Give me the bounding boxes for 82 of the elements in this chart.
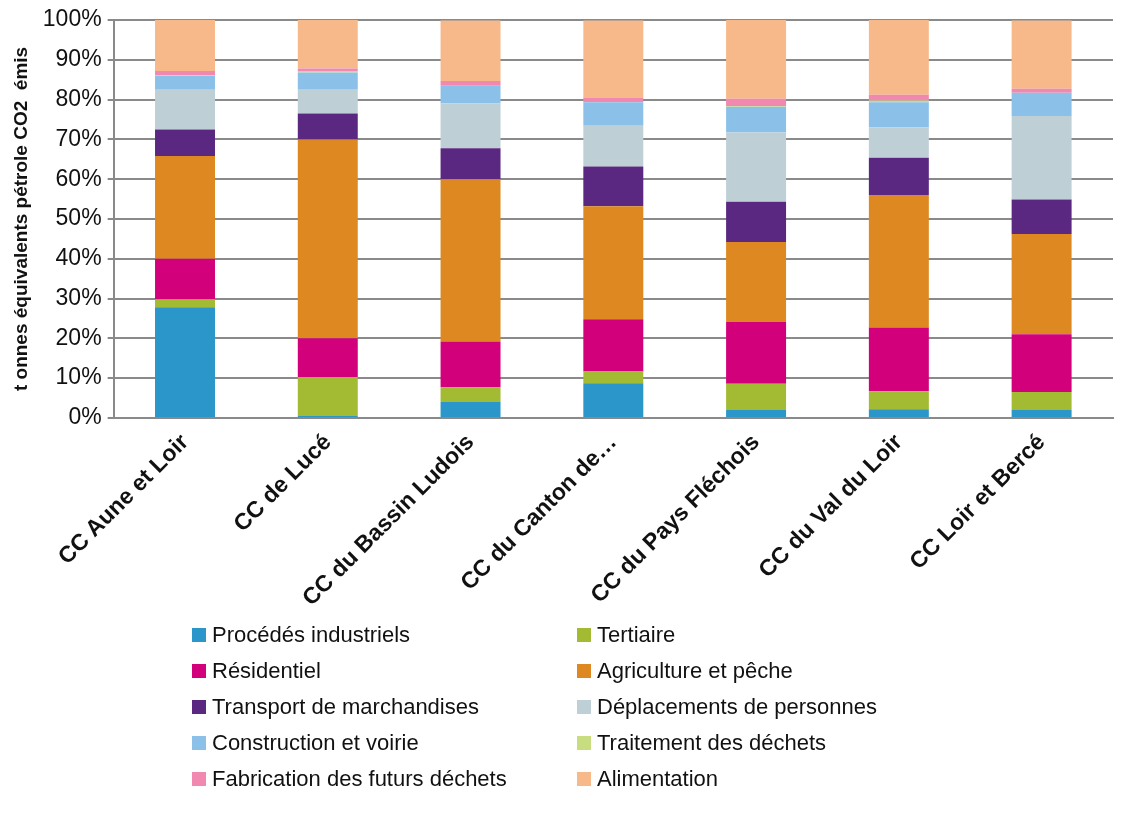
bar: [726, 20, 787, 99]
y-tick-label: 60%: [55, 164, 102, 191]
bar: [1011, 334, 1072, 393]
bar: [440, 402, 501, 417]
bar: [440, 80, 501, 86]
bar: [726, 201, 787, 243]
bar: [440, 341, 501, 388]
bar: [155, 75, 215, 90]
bar: [155, 89, 215, 130]
bar: [155, 307, 215, 417]
legend-label: Résidentiel: [212, 658, 321, 684]
legend-label: Transport de marchandises: [212, 694, 479, 720]
bar: [155, 258, 215, 300]
bar: [1011, 92, 1072, 116]
bar: [583, 20, 644, 98]
bar: [440, 179, 501, 342]
y-tick-label: 30%: [55, 283, 102, 310]
bar: [726, 321, 787, 384]
bar: [868, 409, 929, 417]
bar: [440, 387, 501, 403]
bar: [583, 371, 644, 384]
bar: [726, 409, 787, 417]
bar: [868, 127, 929, 158]
bar: [726, 98, 787, 106]
legend-label: Procédés industriels: [212, 622, 411, 648]
bar: [583, 383, 644, 417]
bar: [583, 102, 644, 126]
bar: [440, 148, 501, 180]
legend-label: Traitement des déchets: [597, 730, 827, 756]
bar: [583, 319, 644, 372]
y-tick-label: 0%: [68, 403, 102, 430]
bar: [297, 338, 358, 377]
bar: [868, 94, 929, 101]
bar: [440, 20, 501, 81]
y-axis-title: t onnes équivalents pétrole CO2 émis: [9, 46, 31, 392]
bar: [1011, 392, 1072, 410]
legend-label: Fabrication des futurs déchets: [212, 766, 507, 792]
bar: [297, 89, 358, 114]
y-tick-label: 10%: [55, 363, 102, 390]
bar: [726, 106, 787, 133]
bar: [1011, 234, 1072, 335]
bar: [297, 72, 358, 90]
bar: [868, 157, 929, 196]
y-tick-label: 80%: [55, 84, 102, 111]
bar: [440, 103, 501, 149]
y-tick-label: 20%: [55, 323, 102, 350]
bar: [726, 242, 787, 322]
bar: [155, 299, 215, 308]
legend-label: Tertiaire: [597, 622, 676, 648]
bar: [297, 20, 358, 69]
legend-label: Déplacements de personnes: [597, 694, 878, 720]
bar: [726, 383, 787, 410]
bar: [1011, 88, 1072, 93]
bar: [1011, 199, 1072, 235]
bar: [868, 327, 929, 392]
bar: [1011, 20, 1072, 89]
legend-label: Alimentation: [597, 766, 719, 792]
bar: [583, 206, 644, 320]
bar: [440, 85, 501, 104]
bar: [297, 376, 358, 416]
y-tick-label: 70%: [55, 124, 102, 151]
legend-label: Agriculture et pêche: [597, 658, 793, 684]
bar: [583, 166, 644, 207]
y-tick-label: 100%: [42, 5, 102, 32]
bar: [726, 132, 787, 202]
y-tick-label: 90%: [55, 45, 102, 72]
bar: [1011, 115, 1072, 200]
legend-label: Construction et voirie: [212, 730, 419, 756]
bar: [155, 156, 215, 259]
bar: [868, 195, 929, 328]
bar: [868, 391, 929, 410]
y-tick-label: 40%: [55, 244, 102, 271]
bar: [155, 20, 215, 71]
bar: [297, 139, 358, 339]
bar: [155, 129, 215, 157]
bar: [868, 102, 929, 128]
bar: [583, 125, 644, 167]
bar: [868, 20, 929, 95]
bar: [1011, 409, 1072, 417]
y-tick-label: 50%: [55, 204, 102, 231]
bar: [297, 113, 358, 140]
bar: [155, 70, 215, 75]
